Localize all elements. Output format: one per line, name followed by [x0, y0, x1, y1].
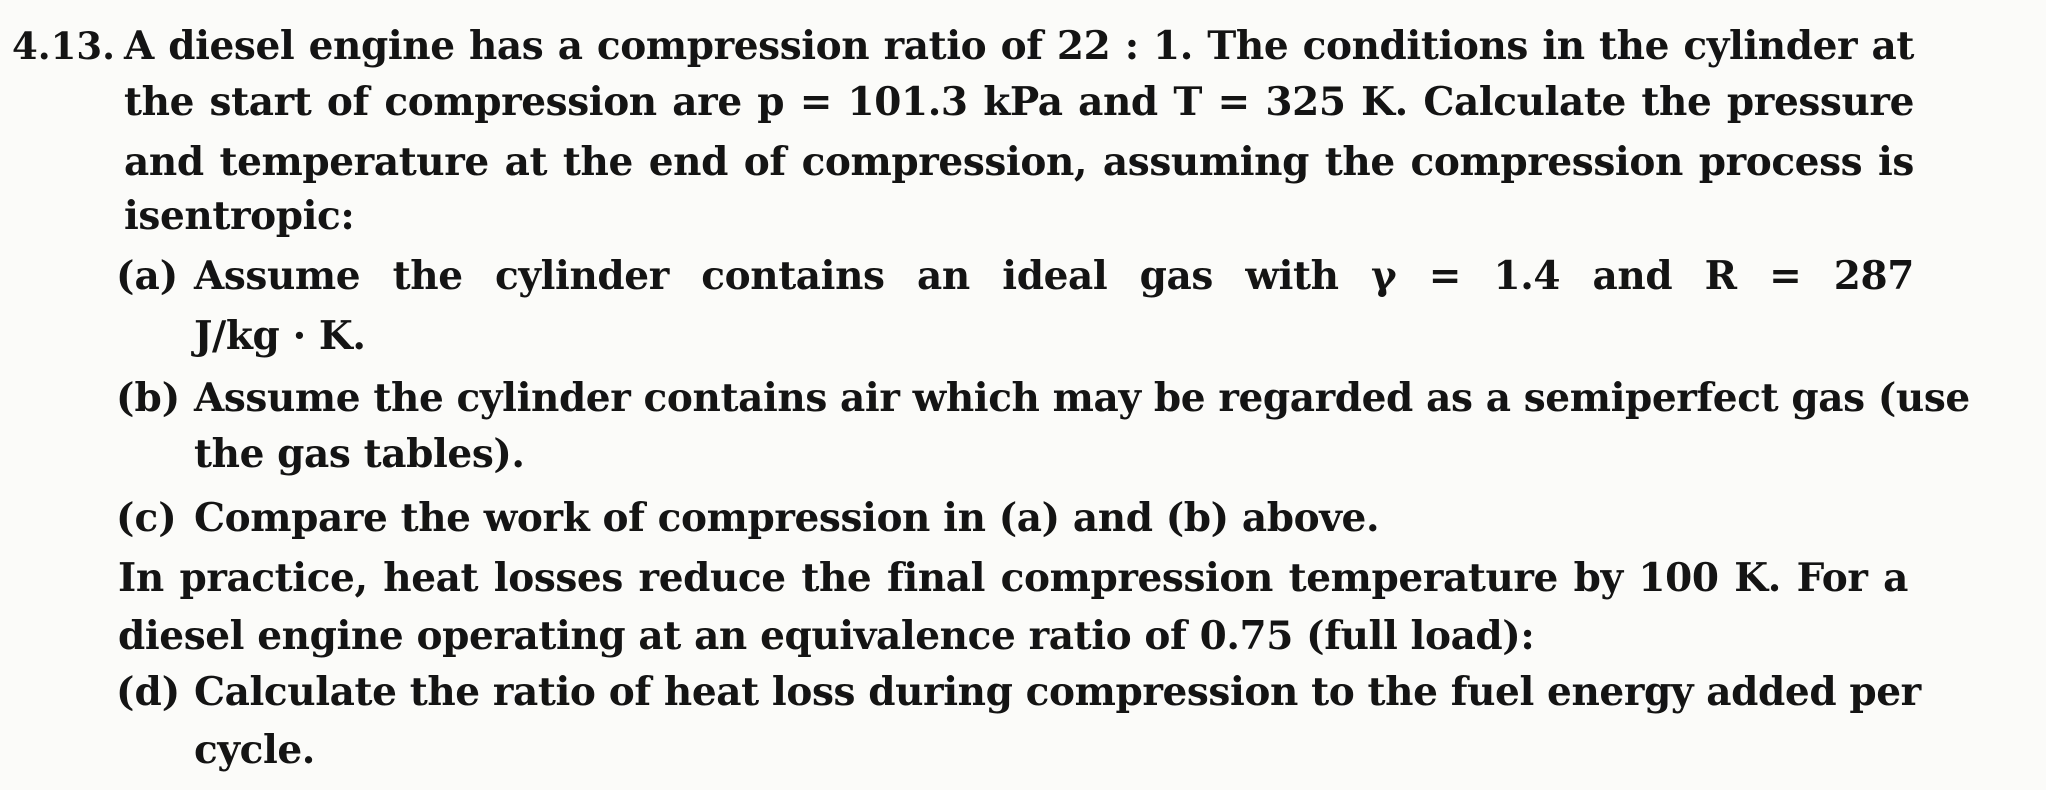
- part-c-label: (c): [116, 495, 177, 541]
- practice-line: In practice, heat losses reduce the fina…: [118, 555, 1908, 601]
- part-a-label: (a): [116, 253, 179, 299]
- part-d-line: Calculate the ratio of heat loss during …: [194, 669, 1921, 715]
- intro-line: the start of compression are p = 101.3 k…: [124, 79, 1914, 125]
- intro-line: and temperature at the end of compressio…: [124, 139, 1914, 185]
- part-b-label: (b): [116, 375, 181, 421]
- practice-line: diesel engine operating at an equivalenc…: [118, 613, 1535, 659]
- part-d-line: cycle.: [194, 727, 315, 773]
- intro-line: A diesel engine has a compression ratio …: [124, 23, 1914, 69]
- part-d-label: (d): [116, 669, 181, 715]
- part-b-line: the gas tables).: [194, 431, 525, 477]
- part-b-line: Assume the cylinder contains air which m…: [194, 375, 1970, 421]
- part-a-line: Assume the cylinder contains an ideal ga…: [194, 253, 1914, 299]
- intro-line: isentropic:: [124, 193, 355, 239]
- part-a-line: J/kg · K.: [194, 313, 366, 359]
- part-c-line: Compare the work of compression in (a) a…: [194, 495, 1380, 541]
- problem-number: 4.13.: [12, 24, 115, 68]
